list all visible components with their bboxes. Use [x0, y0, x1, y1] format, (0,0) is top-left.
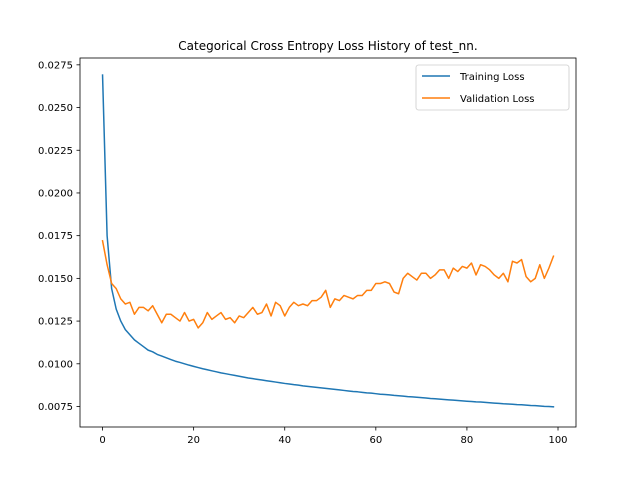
legend: Training Loss Validation Loss — [415, 64, 570, 111]
y-tick-label: 0.0100 — [38, 359, 73, 370]
y-tick-label: 0.0175 — [38, 231, 73, 242]
series-line-validation-loss — [101, 239, 555, 329]
y-tick-label: 0.0225 — [38, 146, 73, 157]
legend-label: Validation Loss — [460, 94, 535, 105]
x-tick-label: 0 — [99, 435, 105, 446]
x-axis: 0 20 40 60 80 100 — [99, 427, 568, 446]
series-layer — [101, 74, 555, 408]
y-tick-label: 0.0250 — [38, 103, 73, 114]
x-tick-label: 20 — [187, 435, 200, 446]
x-tick-label: 60 — [369, 435, 382, 446]
legend-label: Training Loss — [459, 72, 525, 83]
x-tick-label: 80 — [461, 435, 474, 446]
y-axis: 0.0075 0.0100 0.0125 0.0150 0.0175 0.0200 0.02… — [38, 60, 80, 413]
y-tick-label: 0.0200 — [38, 188, 73, 199]
y-tick-label: 0.0125 — [38, 317, 73, 328]
y-tick-label: 0.0275 — [38, 60, 73, 71]
x-tick-label: 40 — [278, 435, 291, 446]
y-tick-label: 0.0075 — [38, 402, 73, 413]
chart-title: Categorical Cross Entropy Loss History o… — [178, 39, 477, 53]
legend-box — [415, 64, 570, 111]
series-line-training-loss — [101, 74, 555, 408]
axes-frame — [79, 57, 577, 428]
y-tick-label: 0.0150 — [38, 274, 73, 285]
x-tick-label: 100 — [548, 435, 567, 446]
